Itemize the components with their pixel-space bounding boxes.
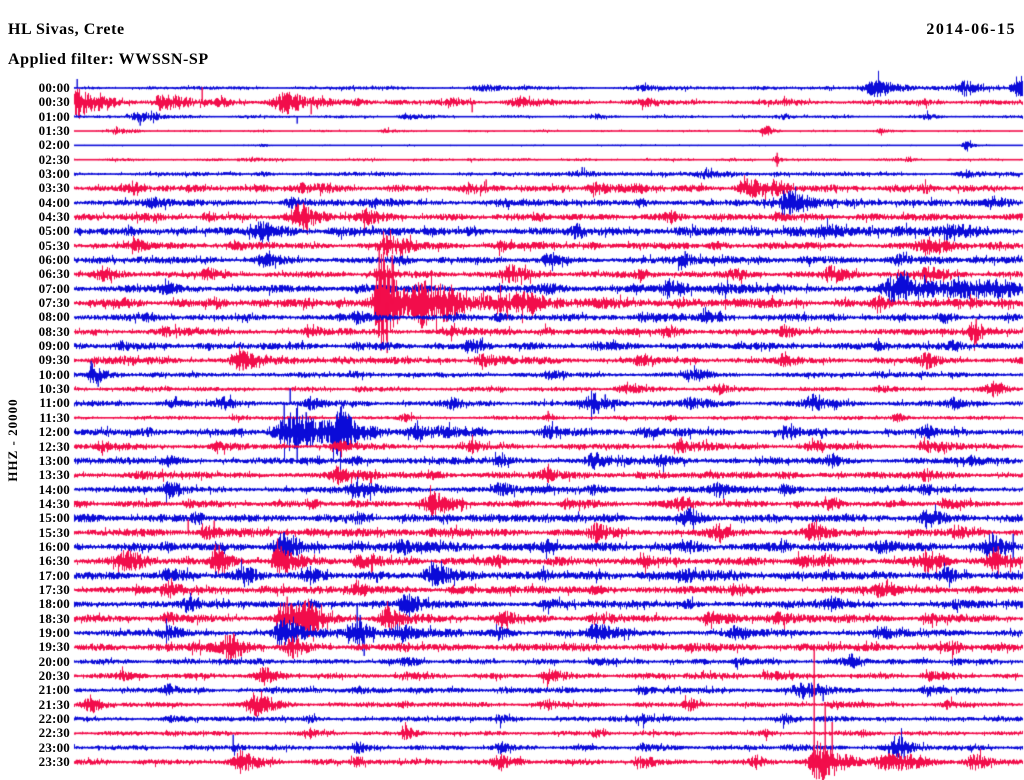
row-time-label: 15:30	[38, 524, 70, 540]
filter-label: Applied filter: WWSSN-SP	[8, 51, 209, 68]
row-time-label: 20:00	[38, 653, 70, 669]
row-time-label: 23:00	[38, 739, 70, 755]
row-time-label: 00:00	[38, 80, 70, 95]
row-time-label: 19:00	[38, 624, 70, 640]
row-time-label: 06:30	[38, 266, 70, 282]
row-time-label: 17:00	[38, 567, 70, 583]
row-time-label: 05:00	[38, 223, 70, 239]
row-time-label: 20:30	[38, 667, 70, 683]
row-time-label: 07:30	[38, 295, 70, 311]
row-time-label: 09:00	[38, 338, 70, 354]
row-time-label: 22:30	[38, 725, 70, 741]
row-time-label: 21:30	[38, 696, 70, 712]
row-time-label: 21:00	[38, 682, 70, 698]
row-time-label: 15:00	[38, 510, 70, 526]
row-time-label: 10:30	[38, 381, 70, 397]
row-time-label: 11:00	[39, 395, 70, 411]
row-time-label: 22:00	[38, 710, 70, 726]
row-time-label: 07:00	[38, 280, 70, 296]
row-time-label: 00:30	[38, 94, 70, 110]
row-time-label: 08:30	[38, 323, 70, 339]
row-time-label: 16:00	[38, 538, 70, 554]
row-time-label: 18:00	[38, 596, 70, 612]
row-time-label: 08:00	[38, 309, 70, 325]
row-time-label: 11:30	[39, 409, 70, 425]
station-title: HL Sivas, Crete	[8, 21, 125, 38]
row-time-label: 16:30	[38, 553, 70, 569]
row-time-label: 19:30	[38, 639, 70, 655]
row-time-label: 04:30	[38, 209, 70, 225]
row-time-label: 09:30	[38, 352, 70, 368]
row-time-label: 04:00	[38, 194, 70, 210]
row-time-label: 01:00	[38, 108, 70, 124]
row-time-label: 03:00	[38, 166, 70, 182]
row-time-label: 23:30	[38, 753, 70, 769]
row-time-label: 01:30	[38, 123, 70, 139]
row-time-label: 02:00	[38, 137, 70, 153]
row-time-label: 03:30	[38, 180, 70, 196]
row-time-label: 13:30	[38, 467, 70, 483]
row-time-label: 12:00	[38, 424, 70, 440]
row-time-label: 14:30	[38, 495, 70, 511]
row-time-label: 18:30	[38, 610, 70, 626]
row-time-label: 10:00	[38, 366, 70, 382]
row-time-label: 05:30	[38, 237, 70, 253]
row-time-label: 14:00	[38, 481, 70, 497]
row-time-label: 12:30	[38, 438, 70, 454]
row-time-label: 17:30	[38, 581, 70, 597]
row-time-label: 06:00	[38, 252, 70, 268]
row-time-label: 02:30	[38, 151, 70, 167]
date-label: 2014-06-15	[926, 21, 1016, 38]
row-time-label: 13:00	[38, 452, 70, 468]
